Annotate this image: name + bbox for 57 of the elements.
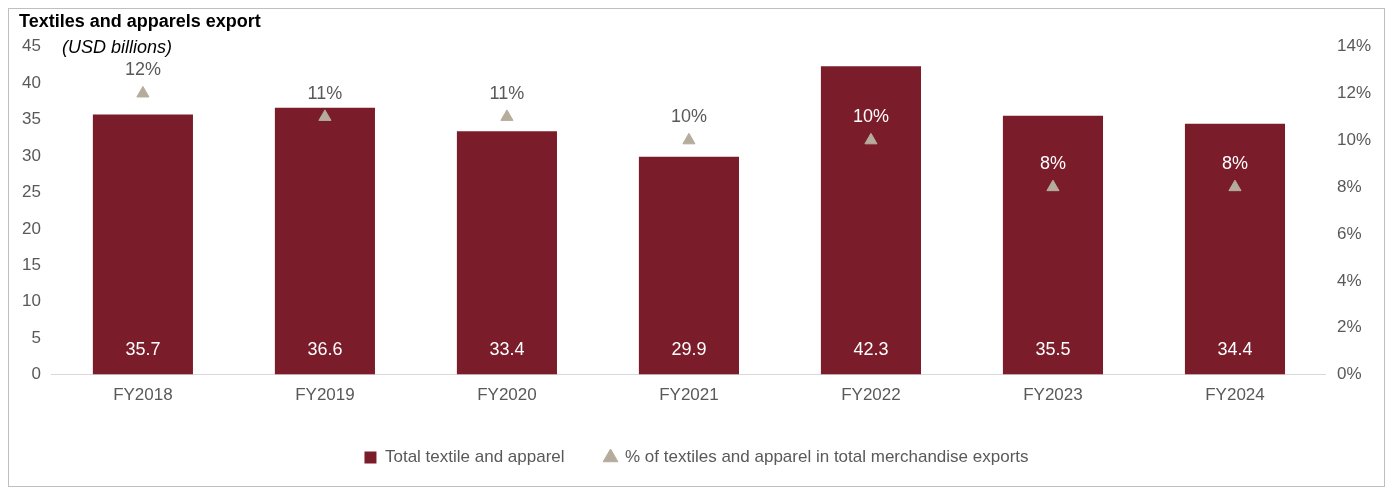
legend-label: Total textile and apparel [384,447,565,467]
y-tick-label: 35 [21,109,41,129]
y2-tick-label: 12% [1336,83,1372,103]
x-tick-label: FY2023 [1023,385,1083,405]
point [1228,179,1242,192]
point [500,109,514,121]
x-tick-label: FY2019 [295,385,355,405]
y2-tick-label: 0% [1336,364,1362,384]
y2-tick-label: 6% [1336,223,1362,243]
point [682,132,696,145]
legend-label: % of textiles and apparel in total merchandise exports [625,447,1029,467]
y-tick-label: 30 [21,145,41,165]
data-label: 35.5 [1035,338,1071,359]
y-tick-label: 15 [21,254,41,274]
y-tick-label: 20 [21,218,41,238]
point [136,85,150,98]
data-label: 42.3 [853,338,889,359]
data-label: 12% [124,59,161,80]
bar [1184,123,1286,375]
y-tick-label: 10 [21,291,41,311]
data-label: 10% [670,106,707,127]
point [864,132,878,145]
x-tick-label: FY2020 [477,385,537,405]
chart-title: Textiles and apparels export [19,10,261,31]
x-tick-label: FY2021 [659,385,719,405]
data-label: 35.7 [125,338,161,359]
y-tick-label: 0 [31,364,41,384]
y2-tick-label: 2% [1336,317,1362,337]
point [1046,179,1060,192]
bar [92,114,193,375]
y2-tick-label: 10% [1336,130,1372,149]
data-label: 36.6 [307,338,343,359]
bar [1002,115,1104,375]
y2-tick-label: 4% [1336,270,1362,290]
x-tick-label: FY2018 [113,385,173,405]
data-label: 8% [1039,153,1066,174]
data-label: 29.9 [671,338,707,359]
data-label: 8% [1221,153,1248,174]
y-tick-label: 40 [21,72,41,92]
data-label: 33.4 [489,338,525,359]
data-label: 34.4 [1217,338,1253,359]
y2-tick-label: 8% [1336,176,1362,196]
bar [274,107,375,375]
bar [456,131,557,375]
y-tick-label: 45 [21,36,41,56]
y-tick-label: 5 [31,327,41,347]
y2-tick-label: 14% [1336,36,1372,56]
data-label: 11% [489,82,525,103]
x-tick-label: FY2024 [1205,385,1265,405]
annotation: (USD billions) [61,36,172,57]
bar [820,66,921,375]
y-tick-label: 25 [21,182,41,202]
data-label: 10% [852,106,889,127]
bar [638,156,739,375]
point [318,109,332,121]
x-tick-label: FY2022 [841,385,901,405]
data-label: 11% [307,82,343,103]
